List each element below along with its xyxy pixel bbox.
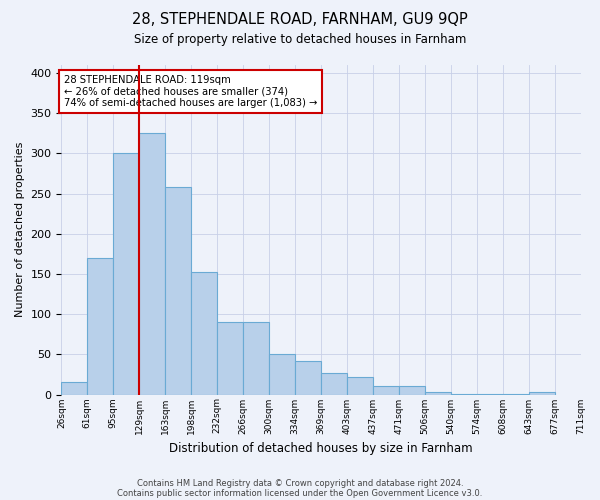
Bar xyxy=(347,377,373,394)
Text: Contains HM Land Registry data © Crown copyright and database right 2024.: Contains HM Land Registry data © Crown c… xyxy=(137,478,463,488)
Bar xyxy=(529,392,554,394)
Bar xyxy=(191,272,217,394)
Bar xyxy=(295,361,321,394)
Bar xyxy=(61,382,88,394)
Text: 28, STEPHENDALE ROAD, FARNHAM, GU9 9QP: 28, STEPHENDALE ROAD, FARNHAM, GU9 9QP xyxy=(132,12,468,28)
Bar xyxy=(321,373,347,394)
Bar xyxy=(113,154,139,394)
Bar xyxy=(217,322,243,394)
Bar xyxy=(243,322,269,394)
Bar xyxy=(373,386,399,394)
Y-axis label: Number of detached properties: Number of detached properties xyxy=(15,142,25,318)
Text: 28 STEPHENDALE ROAD: 119sqm
← 26% of detached houses are smaller (374)
74% of se: 28 STEPHENDALE ROAD: 119sqm ← 26% of det… xyxy=(64,75,317,108)
Bar xyxy=(165,187,191,394)
Bar xyxy=(139,134,165,394)
Bar xyxy=(88,258,113,394)
Bar xyxy=(399,386,425,394)
Text: Size of property relative to detached houses in Farnham: Size of property relative to detached ho… xyxy=(134,32,466,46)
X-axis label: Distribution of detached houses by size in Farnham: Distribution of detached houses by size … xyxy=(169,442,473,455)
Bar xyxy=(269,354,295,395)
Text: Contains public sector information licensed under the Open Government Licence v3: Contains public sector information licen… xyxy=(118,488,482,498)
Bar xyxy=(425,392,451,394)
